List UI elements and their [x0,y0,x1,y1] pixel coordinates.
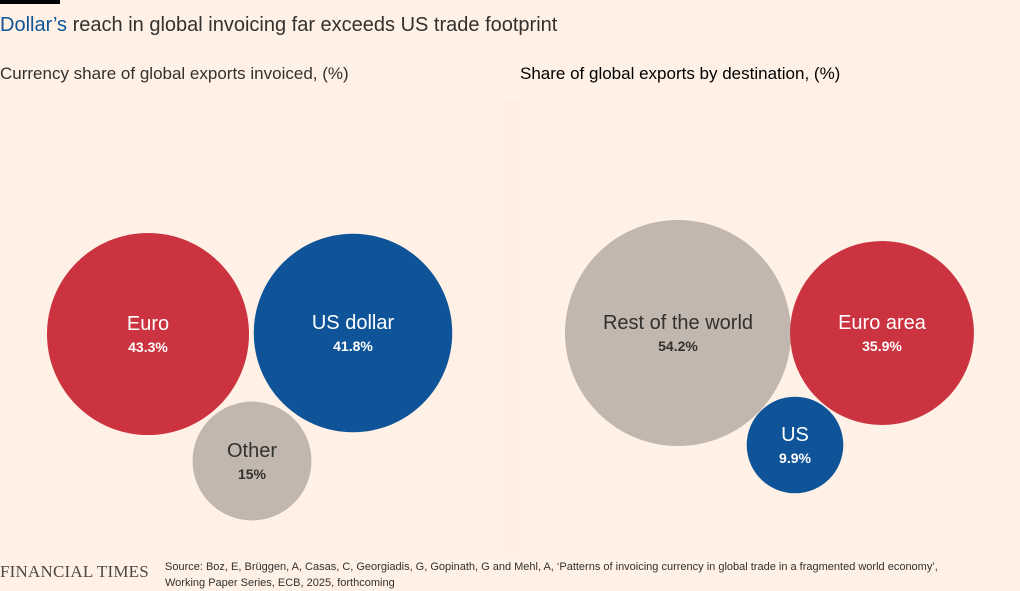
bubble-circle-other [192,401,312,521]
bubble-circle-euro [46,232,250,436]
bubble-value-rest-of-the-world: 54.2% [658,338,698,354]
top-rule [0,0,60,4]
left-chart-subtitle: Currency share of global exports invoice… [0,64,349,83]
bubble-circle-us-dollar [253,233,453,433]
bubble-label-us: US [781,424,809,446]
bubble-value-euro-area: 35.9% [862,338,902,354]
ft-logo: FINANCIAL TIMES [0,562,149,581]
bubble-circle-rest-of-the-world [564,219,792,447]
bubble-value-other: 15% [238,466,267,482]
bubble-label-rest-of-the-world: Rest of the world [603,312,753,334]
headline-rest: reach in global invoicing far exceeds US… [67,14,558,36]
bubble-label-other: Other [227,440,277,462]
bubble-euro-area: Euro area 35.9% [790,241,974,425]
panel-divider [504,100,520,550]
source-line-2: Working Paper Series, ECB, 2025, forthco… [165,577,395,589]
source-line-1: Source: Boz, E, Brüggen, A, Casas, C, Ge… [165,561,938,573]
bubble-circle-us [746,396,844,494]
headline-accent: Dollar’s [0,14,68,36]
right-chart-subtitle: Share of global exports by destination, … [520,64,841,83]
bubble-label-euro: Euro [127,313,169,335]
bubble-value-us-dollar: 41.8% [333,338,373,354]
bubble-value-us: 9.9% [779,450,811,466]
bubble-label-euro-area: Euro area [838,312,927,334]
bubble-circle-euro-area [790,241,974,425]
source-note: Source: Boz, E, Brüggen, A, Casas, C, Ge… [165,559,1015,591]
bubble-us-dollar: US dollar 41.8% [253,233,453,433]
bubble-euro: Euro 43.3% [46,232,250,436]
bubble-value-euro: 43.3% [128,339,168,355]
bubble-us: US 9.9% [746,396,844,494]
bubble-label-us-dollar: US dollar [312,312,395,334]
bubble-rest-of-the-world: Rest of the world 54.2% [564,219,792,447]
chart-headline: Dollar’s reach in global invoicing far e… [0,14,557,37]
bubble-other: Other 15% [192,401,312,521]
